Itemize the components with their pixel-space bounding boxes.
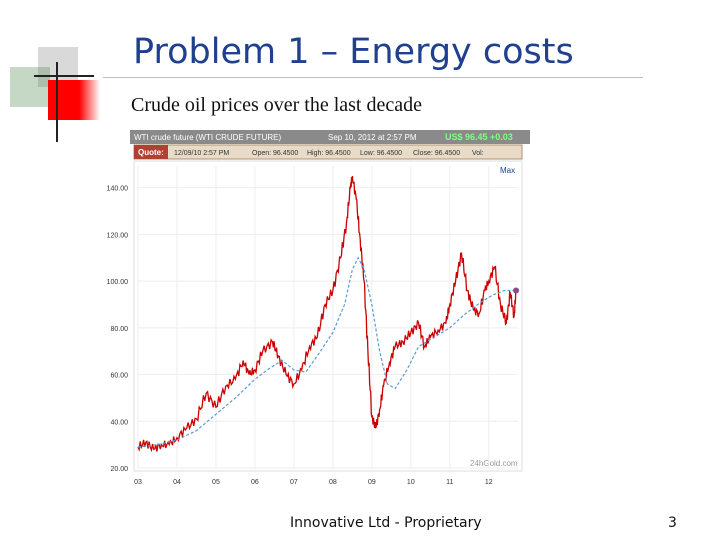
- y-tick-label: 120.00: [107, 232, 129, 239]
- quote-vol: Vol:: [472, 150, 484, 157]
- x-tick-label: 06: [251, 479, 259, 486]
- y-tick-label: 60.00: [110, 373, 128, 380]
- y-tick-label: 80.00: [110, 326, 128, 333]
- quote-label: Quote:: [138, 148, 164, 157]
- y-tick-label: 20.00: [110, 466, 128, 473]
- x-tick-label: 11: [446, 479, 453, 486]
- footer-text: Innovative Ltd - Proprietary: [290, 515, 482, 531]
- y-axis: 140.00 120.00 100.00 80.00 60.00 40.00 20.00: [107, 186, 129, 473]
- last-price-point: [513, 287, 520, 294]
- x-tick-label: 03: [134, 479, 142, 486]
- quote-high: High: 96.4500: [307, 150, 351, 157]
- quote-open: Open: 96.4500: [252, 150, 298, 157]
- slide-subtitle: Crude oil prices over the last decade: [131, 94, 422, 116]
- price-series-line: [137, 175, 517, 453]
- decor-square-green: [10, 67, 50, 107]
- page-number: 3: [668, 515, 677, 531]
- x-tick-label: 10: [407, 479, 415, 486]
- chart-timestamp: Sep 10, 2012 at 2:57 PM: [328, 133, 417, 142]
- watermark: 24hGold.com: [470, 459, 518, 468]
- y-tick-label: 140.00: [107, 186, 129, 193]
- chart-price: US$ 96.45 +0.03: [445, 132, 513, 142]
- chart-header-bar: [130, 130, 530, 144]
- moving-average-line: [137, 256, 517, 448]
- range-label: Max: [500, 166, 515, 175]
- chart-svg: WTI crude future (WTI CRUDE FUTURE) Sep …: [107, 130, 530, 486]
- y-tick-label: 100.00: [107, 279, 129, 286]
- x-tick-label: 09: [368, 479, 376, 486]
- x-tick-label: 12: [485, 479, 493, 486]
- decor-line-vertical: [56, 62, 58, 142]
- x-tick-label: 05: [212, 479, 220, 486]
- plot-area: [133, 160, 523, 472]
- chart-instrument: WTI crude future (WTI CRUDE FUTURE): [134, 133, 281, 142]
- page-title: Problem 1 – Energy costs: [133, 32, 574, 72]
- y-tick-label: 40.00: [110, 419, 128, 426]
- x-tick-label: 08: [329, 479, 337, 486]
- title-divider: [103, 77, 643, 78]
- x-tick-label: 07: [290, 479, 298, 486]
- x-axis: 03 04 05 06 07 08 09 10 11 12: [134, 479, 493, 486]
- series-lines: [137, 175, 520, 453]
- quote-low: Low: 96.4500: [360, 150, 402, 157]
- x-tick-label: 04: [173, 479, 181, 486]
- decor-line-horizontal: [34, 75, 94, 77]
- oil-price-chart: WTI crude future (WTI CRUDE FUTURE) Sep …: [100, 128, 540, 490]
- quote-label-bg: [134, 145, 168, 159]
- quote-date: 12/09/10 2:57 PM: [174, 150, 229, 157]
- quote-close: Close: 96.4500: [413, 150, 460, 157]
- grid: [137, 166, 518, 469]
